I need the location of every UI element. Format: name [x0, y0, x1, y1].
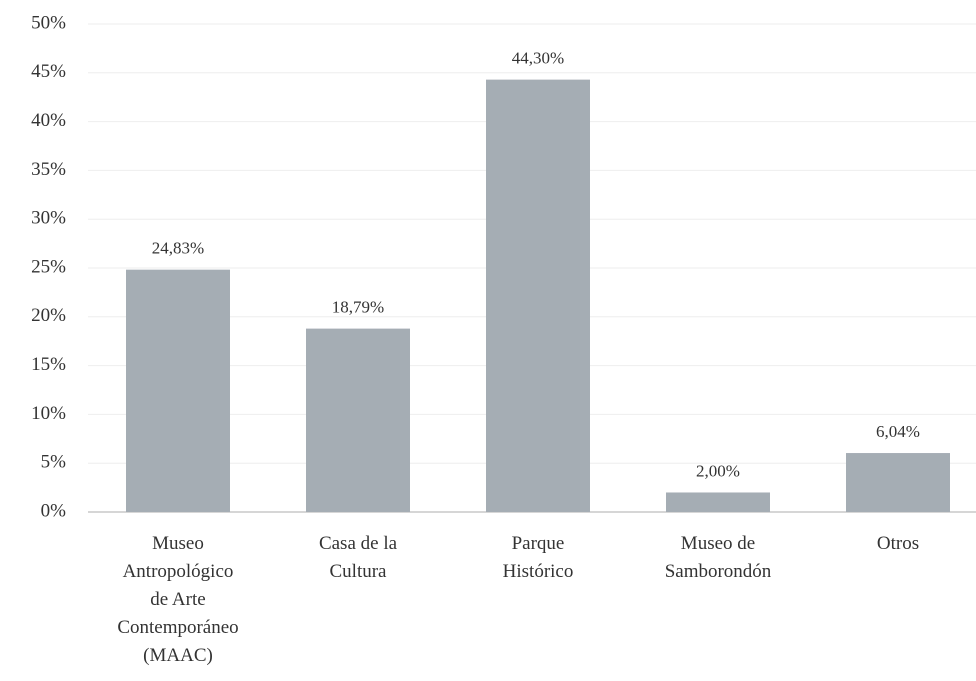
- bar: [846, 453, 950, 512]
- bar: [126, 269, 230, 512]
- data-label: 44,30%: [512, 49, 564, 68]
- y-tick-label: 35%: [31, 159, 66, 180]
- data-label: 6,04%: [876, 422, 920, 441]
- x-tick-label: Parque Histórico: [502, 533, 574, 582]
- data-label: 2,00%: [696, 461, 740, 480]
- y-tick-label: 20%: [31, 305, 66, 326]
- y-tick-label: 45%: [31, 61, 66, 82]
- bar: [306, 328, 410, 512]
- y-tick-label: 25%: [31, 256, 66, 277]
- y-tick-label: 40%: [31, 110, 66, 131]
- bar: [666, 492, 770, 512]
- x-tick-label: Museo Antropológico de Arte Contemporáne…: [117, 533, 239, 666]
- bar: [486, 79, 590, 512]
- x-tick-label: Otros: [876, 533, 920, 554]
- y-tick-label: 0%: [41, 500, 67, 521]
- y-tick-label: 15%: [31, 354, 66, 375]
- x-tick-label: Museo de Samborondón: [664, 533, 772, 582]
- data-label: 18,79%: [332, 298, 384, 317]
- y-tick-label: 5%: [41, 452, 67, 473]
- data-label: 24,83%: [152, 239, 204, 258]
- y-tick-label: 50%: [31, 12, 66, 33]
- x-tick-label: Casa de la Cultura: [318, 533, 398, 582]
- y-tick-label: 10%: [31, 403, 66, 424]
- y-tick-label: 30%: [31, 208, 66, 229]
